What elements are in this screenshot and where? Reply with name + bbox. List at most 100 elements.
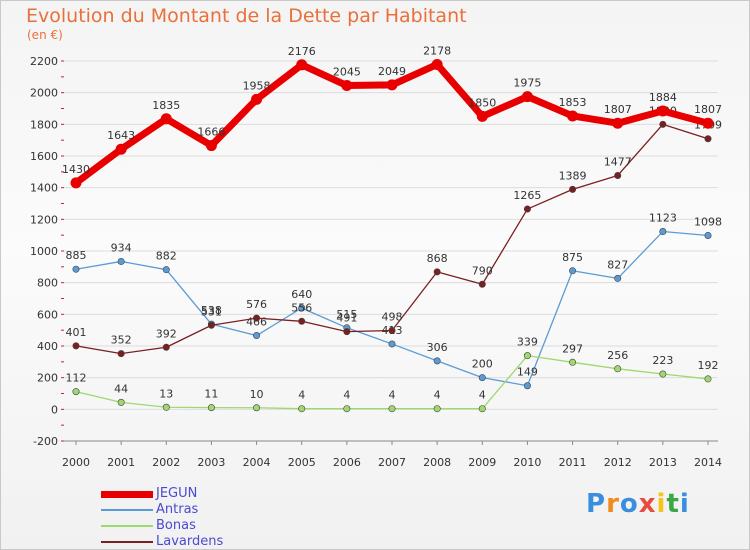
data-point [298,304,306,312]
data-label: 192 [698,359,719,372]
x-tick-label: 2013 [649,456,677,469]
data-label: 1975 [513,77,541,90]
data-label: 790 [472,264,493,277]
x-tick-label: 2005 [288,456,316,469]
data-point [253,332,261,340]
data-point [433,268,441,276]
data-point [431,58,443,70]
data-label: 1643 [107,129,135,142]
data-point [251,93,263,105]
data-point [70,177,82,189]
data-label: 2178 [423,44,451,57]
legend-label: Lavardens [156,534,224,549]
data-point [386,79,398,91]
data-label: 4 [479,389,486,402]
data-point [614,171,622,179]
data-label: 827 [607,258,628,271]
data-point [253,314,261,322]
data-label: 401 [66,326,87,339]
y-tick-label: 0 [51,403,58,416]
data-point [702,117,714,129]
y-tick-label: 800 [37,277,58,290]
data-point [659,370,667,378]
data-label: 1884 [649,91,677,104]
x-tick-label: 2007 [378,456,406,469]
y-tick-label: 1200 [30,213,58,226]
x-tick-label: 2004 [243,456,271,469]
data-point [569,267,577,275]
y-tick-label: 200 [37,372,58,385]
data-label: 1835 [152,99,180,112]
data-point [614,365,622,373]
data-label: 882 [156,250,177,263]
data-label: 1098 [694,215,722,228]
data-label: 576 [246,298,267,311]
data-label: 885 [66,249,87,262]
data-label: 1123 [649,212,677,225]
logo-letter: i [679,489,690,519]
data-point [476,110,488,122]
data-point [388,340,396,348]
data-label: 306 [427,341,448,354]
data-point [388,405,396,413]
data-point [207,321,215,329]
x-tick-label: 2012 [604,456,632,469]
legend-swatch [101,541,153,543]
data-point [162,343,170,351]
data-label: 2049 [378,65,406,78]
data-label: 256 [607,349,628,362]
legend-label: Antras [156,502,199,517]
data-point [521,91,533,103]
data-label: 1666 [197,126,225,139]
data-label: 112 [66,372,87,385]
data-point [704,375,712,383]
data-label: 149 [517,366,538,379]
data-point [657,105,669,117]
x-tick-label: 2002 [152,456,180,469]
x-tick-label: 2011 [559,456,587,469]
data-label: 297 [562,342,583,355]
data-point [388,326,396,334]
data-label: 352 [111,334,132,347]
y-tick-label: 2200 [30,55,58,68]
legend-swatch [101,509,153,511]
data-label: 515 [336,308,357,321]
data-label: 223 [652,354,673,367]
data-point [433,405,441,413]
data-point [117,257,125,265]
data-label: 934 [111,241,132,254]
x-tick-label: 2001 [107,456,135,469]
data-point [612,117,624,129]
legend-label: Bonas [156,518,196,533]
data-label: 4 [298,389,305,402]
x-tick-label: 2000 [62,456,90,469]
data-label: 556 [291,301,312,314]
data-point [343,405,351,413]
data-point [659,228,667,236]
data-label: 1265 [513,189,541,202]
data-point [160,113,172,125]
y-tick-label: 1000 [30,245,58,258]
x-tick-label: 2006 [333,456,361,469]
legend-label: JEGUN [156,486,198,501]
data-point [659,120,667,128]
y-tick-label: 400 [37,340,58,353]
data-label: 538 [201,304,222,317]
data-label: 11 [204,388,218,401]
data-label: 339 [517,336,538,349]
data-label: 44 [114,382,128,395]
data-label: 1853 [559,96,587,109]
x-tick-label: 2010 [513,456,541,469]
x-tick-label: 2003 [197,456,225,469]
data-point [207,404,215,412]
data-label: 1807 [604,103,632,116]
logo-letter: o [619,489,639,519]
data-point [72,265,80,273]
logo-letter: r [606,489,620,519]
data-point [614,274,622,282]
data-label: 531 [201,305,222,318]
data-point [569,358,577,366]
data-point [253,404,261,412]
data-label: 875 [562,251,583,264]
